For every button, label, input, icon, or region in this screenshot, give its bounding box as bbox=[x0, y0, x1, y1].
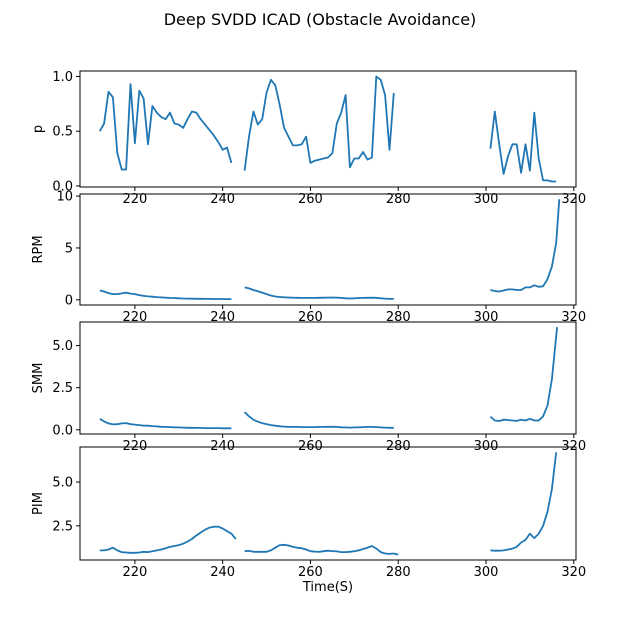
series-line-segment-1 bbox=[99, 289, 232, 301]
x-tick-label: 300 bbox=[474, 192, 499, 207]
y-tick-label: 2.5 bbox=[52, 519, 73, 534]
x-tick-label: 320 bbox=[561, 192, 586, 207]
plot-frame bbox=[79, 321, 577, 435]
series-line-segment-2 bbox=[244, 286, 394, 300]
x-tick-label: 260 bbox=[298, 192, 323, 207]
series-line-segment-2 bbox=[244, 543, 399, 556]
subplot-panels: 220 240 260 280 300 320 0.0 0.5 1.0 p 220 240 260 280… bbox=[31, 70, 586, 580]
series-line-segment-2 bbox=[243, 411, 394, 429]
x-tick-label: 280 bbox=[386, 192, 411, 207]
x-tick-label: 240 bbox=[210, 310, 235, 325]
subplot-p: 220 240 260 280 300 320 0.0 0.5 1.0 p bbox=[31, 70, 586, 207]
y-axis-label: SMM bbox=[31, 363, 46, 394]
x-tick-label: 300 bbox=[474, 310, 499, 325]
plot-frame bbox=[79, 446, 577, 561]
y-axis-label: PIM bbox=[31, 492, 46, 515]
y-axis-label: p bbox=[31, 125, 46, 133]
x-tick-label: 280 bbox=[386, 565, 411, 580]
series-line-segment-1 bbox=[99, 83, 233, 171]
y-tick-label: 0.0 bbox=[52, 179, 73, 194]
y-tick-label: 0 bbox=[65, 293, 73, 308]
figure-title: Deep SVDD ICAD (Obstacle Avoidance) bbox=[164, 10, 477, 29]
y-tick-label: 0.5 bbox=[52, 125, 73, 140]
x-tick-label: 260 bbox=[298, 310, 323, 325]
y-tick-label: 1.0 bbox=[52, 70, 73, 85]
y-tick-label: 10 bbox=[56, 190, 73, 205]
subplot-pim: 220 240 260 280 300 320 2.5 5.0 PIM bbox=[31, 446, 586, 580]
y-tick-label: 5.0 bbox=[52, 339, 73, 354]
y-tick-label: 5 bbox=[65, 241, 73, 256]
x-tick-label: 260 bbox=[298, 565, 323, 580]
x-tick-label: 240 bbox=[210, 192, 235, 207]
series-line-segment-3 bbox=[490, 452, 558, 552]
y-axis-label: RPM bbox=[31, 235, 46, 263]
x-tick-label: 240 bbox=[210, 565, 235, 580]
subplot-rpm: 220 240 260 280 300 320 0 5 10 RPM bbox=[31, 190, 586, 325]
series-line-segment-3 bbox=[489, 327, 558, 422]
series-line-segment-3 bbox=[490, 199, 561, 293]
x-tick-label: 280 bbox=[386, 310, 411, 325]
x-axis-label: Time(S) bbox=[302, 580, 353, 595]
x-tick-label: 320 bbox=[561, 565, 586, 580]
y-tick-label: 2.5 bbox=[52, 381, 73, 396]
series-line-segment-1 bbox=[99, 525, 237, 554]
series-line-segment-3 bbox=[489, 110, 557, 183]
plot-frame bbox=[79, 70, 577, 188]
x-tick-label: 220 bbox=[122, 565, 147, 580]
x-tick-label: 220 bbox=[122, 192, 147, 207]
x-tick-label: 320 bbox=[561, 310, 586, 325]
y-tick-label: 0.0 bbox=[52, 423, 73, 438]
plot-frame bbox=[79, 193, 577, 306]
series-line-segment-1 bbox=[99, 418, 232, 430]
series-line-segment-2 bbox=[243, 75, 395, 171]
x-tick-label: 300 bbox=[474, 565, 499, 580]
y-tick-label: 5.0 bbox=[52, 476, 73, 491]
x-tick-label: 220 bbox=[122, 310, 147, 325]
